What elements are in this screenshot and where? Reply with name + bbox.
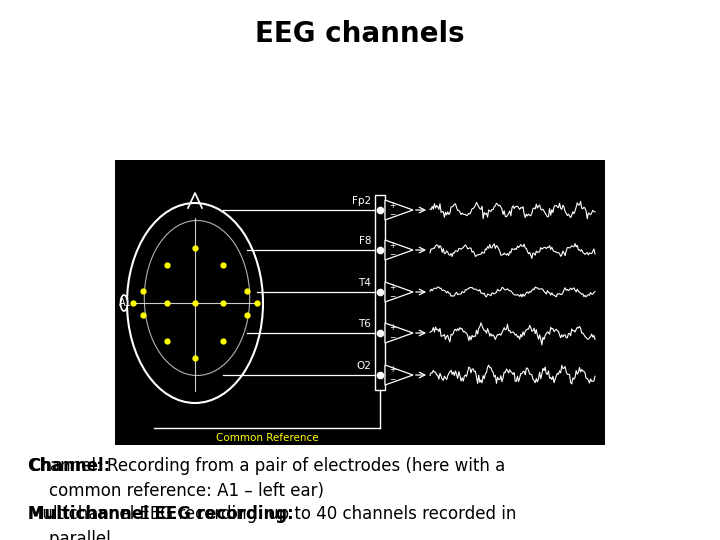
Text: +: + <box>389 200 395 210</box>
Text: Channel:: Channel: <box>28 457 110 475</box>
Polygon shape <box>385 200 413 220</box>
Text: +: + <box>389 240 395 249</box>
Ellipse shape <box>120 295 127 311</box>
Text: Multichannel EEG recording:: Multichannel EEG recording: <box>28 505 294 523</box>
Text: +: + <box>389 323 395 333</box>
Text: Common Reference: Common Reference <box>216 433 318 443</box>
Text: Fp2: Fp2 <box>352 196 371 206</box>
Text: A1: A1 <box>119 298 132 308</box>
Text: +: + <box>389 366 395 375</box>
Text: Channel: Recording from a pair of electrodes (here with a
    common reference: : Channel: Recording from a pair of electr… <box>28 457 505 500</box>
Text: T6: T6 <box>358 319 371 329</box>
Text: −: − <box>389 211 395 219</box>
Bar <box>115 160 605 445</box>
Text: O2: O2 <box>356 361 371 371</box>
Text: −: − <box>389 334 395 342</box>
Text: EEG channels: EEG channels <box>255 20 465 48</box>
Text: −: − <box>389 293 395 301</box>
Polygon shape <box>385 323 413 343</box>
Text: +: + <box>389 282 395 292</box>
Polygon shape <box>385 365 413 385</box>
Text: −: − <box>389 251 395 260</box>
Polygon shape <box>385 240 413 260</box>
Bar <box>375 195 385 390</box>
Polygon shape <box>385 282 413 302</box>
Text: −: − <box>389 375 395 384</box>
Text: Multichannel EEG recording: up to 40 channels recorded in
    parallel: Multichannel EEG recording: up to 40 cha… <box>28 505 516 540</box>
Text: F8: F8 <box>359 236 371 246</box>
Text: T4: T4 <box>358 278 371 288</box>
